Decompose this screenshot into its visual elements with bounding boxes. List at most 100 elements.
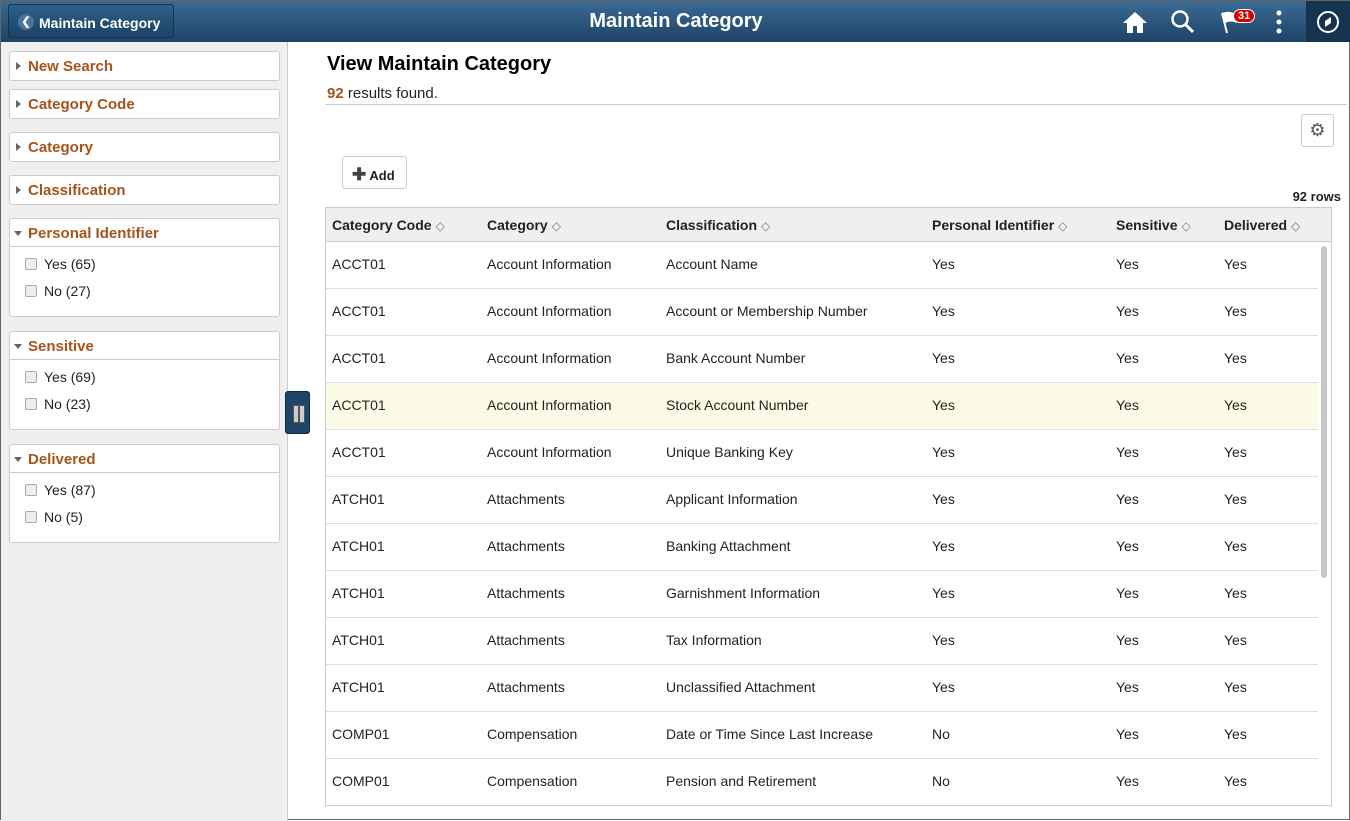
table-cell: Attachments	[487, 679, 565, 695]
navbar-button[interactable]	[1306, 1, 1350, 42]
group-label: Category	[28, 139, 94, 156]
column-header[interactable]: Personal Identifier ◇	[932, 217, 1067, 233]
facet-header[interactable]: Sensitive	[10, 332, 279, 360]
table-cell: No	[932, 726, 950, 742]
column-header[interactable]: Classification ◇	[666, 217, 770, 233]
facet-option-no[interactable]: No (5)	[10, 500, 279, 527]
sort-icon[interactable]: ◇	[1291, 219, 1301, 233]
filter-new-search[interactable]: New Search	[9, 51, 280, 81]
table-cell: Bank Account Number	[666, 350, 806, 366]
table-row[interactable]: ATCH01 Attachments Tax Information Yes Yes Ye…	[326, 618, 1318, 665]
facet-personal-identifier: Personal Identifier Yes (65) No (27)	[9, 218, 280, 317]
filter-classification[interactable]: Classification	[9, 175, 280, 205]
filter-category-code[interactable]: Category Code	[9, 89, 280, 119]
vertical-scrollbar[interactable]	[1321, 246, 1327, 578]
facet-option-no[interactable]: No (27)	[10, 274, 279, 301]
back-button[interactable]: ❮ Maintain Category	[8, 4, 174, 38]
table-cell: Yes	[1224, 585, 1247, 601]
table-row[interactable]: ACCT01 Account Information Bank Account Nu…	[326, 336, 1318, 383]
table-cell: Yes	[1224, 538, 1247, 554]
checkbox[interactable]	[25, 371, 37, 383]
column-header[interactable]: Category ◇	[487, 217, 561, 233]
table-row[interactable]: ATCH01 Attachments Applicant Information Ye…	[326, 477, 1318, 524]
home-icon[interactable]	[1121, 7, 1149, 37]
divider	[325, 104, 1347, 105]
plus-icon: ✚	[352, 165, 367, 184]
table-cell: Yes	[1116, 397, 1139, 413]
facet-label: Delivered	[28, 451, 96, 468]
compass-icon	[1325, 17, 1331, 27]
sort-icon[interactable]: ◇	[551, 219, 561, 233]
settings-gear-button[interactable]: ⚙	[1301, 114, 1334, 147]
sidebar-collapse-handle[interactable]	[285, 391, 310, 434]
facet-header[interactable]: Personal Identifier	[10, 219, 279, 247]
group-label: New Search	[28, 58, 114, 75]
facet-header[interactable]: Delivered	[10, 445, 279, 473]
checkbox[interactable]	[25, 398, 37, 410]
caret-right-icon	[16, 62, 21, 70]
column-header[interactable]: Delivered ◇	[1224, 217, 1300, 233]
add-button[interactable]: ✚ Add	[342, 156, 407, 189]
table-row[interactable]: ACCT01 Account Information Account or Memb…	[326, 289, 1318, 336]
facet-option-yes[interactable]: Yes (87)	[10, 473, 279, 500]
table-cell: ATCH01	[332, 491, 385, 507]
table-cell: Yes	[1116, 491, 1139, 507]
sort-icon[interactable]: ◇	[1181, 219, 1191, 233]
table-row[interactable]: ATCH01 Attachments Banking Attachment Yes Ye…	[326, 524, 1318, 571]
table-cell: Stock Account Number	[666, 397, 809, 413]
checkbox[interactable]	[25, 285, 37, 297]
table-cell: Yes	[1224, 397, 1247, 413]
table-cell: Yes	[1116, 679, 1139, 695]
back-label: Maintain Category	[39, 15, 161, 31]
table-cell: Yes	[1116, 585, 1139, 601]
sort-icon[interactable]: ◇	[1058, 219, 1068, 233]
column-label: Category	[487, 217, 548, 233]
table-cell: Yes	[932, 679, 955, 695]
table-row[interactable]: ACCT01 Account Information Unique Banking …	[326, 430, 1318, 477]
caret-down-icon	[14, 344, 22, 349]
more-options-icon[interactable]	[1269, 7, 1289, 37]
table-row[interactable]: ATCH01 Attachments Garnishment Information…	[326, 571, 1318, 618]
checkbox[interactable]	[25, 484, 37, 496]
table-cell: COMP01	[332, 773, 390, 789]
sort-icon[interactable]: ◇	[761, 219, 771, 233]
option-label: Yes (65)	[44, 256, 96, 272]
facet-option-yes[interactable]: Yes (69)	[10, 360, 279, 387]
table-row[interactable]: COMP01 Compensation Pension and Retirement…	[326, 759, 1318, 805]
table-cell: Banking Attachment	[666, 538, 791, 554]
table-cell: ACCT01	[332, 444, 386, 460]
column-label: Classification	[666, 217, 758, 233]
table-cell: Garnishment Information	[666, 585, 821, 601]
table-cell: Compensation	[487, 773, 578, 789]
checkbox[interactable]	[25, 511, 37, 523]
table-cell: COMP01	[332, 726, 390, 742]
table-cell: ACCT01	[332, 303, 386, 319]
search-icon[interactable]	[1169, 7, 1197, 37]
header-bar: ❮ Maintain Category Maintain Category 31	[1, 1, 1350, 42]
filter-category[interactable]: Category	[9, 132, 280, 162]
column-label: Personal Identifier	[932, 217, 1055, 233]
facet-option-no[interactable]: No (23)	[10, 387, 279, 414]
facet-option-yes[interactable]: Yes (65)	[10, 247, 279, 274]
table-cell: ATCH01	[332, 585, 385, 601]
table-row[interactable]: ATCH01 Attachments Unclassified Attachment…	[326, 665, 1318, 712]
table-cell: Yes	[1116, 444, 1139, 460]
table-cell: Yes	[1224, 632, 1247, 648]
table-cell: Account Information	[487, 397, 612, 413]
caret-right-icon	[16, 100, 21, 108]
column-header[interactable]: Category Code ◇	[332, 217, 445, 233]
facet-sensitive: Sensitive Yes (69) No (23)	[9, 331, 280, 430]
table-cell: Yes	[1116, 350, 1139, 366]
checkbox[interactable]	[25, 258, 37, 270]
result-number: 92	[327, 85, 344, 102]
table-cell: Yes	[932, 491, 955, 507]
column-header[interactable]: Sensitive ◇	[1116, 217, 1191, 233]
table-cell: Yes	[1224, 256, 1247, 272]
table-cell: Yes	[1224, 303, 1247, 319]
sort-icon[interactable]: ◇	[435, 219, 445, 233]
table-cell: Yes	[1224, 350, 1247, 366]
table-cell: ACCT01	[332, 350, 386, 366]
table-row[interactable]: ACCT01 Account Information Stock Account N…	[326, 383, 1318, 430]
table-row[interactable]: COMP01 Compensation Date or Time Since Las…	[326, 712, 1318, 759]
table-row[interactable]: ACCT01 Account Information Account Name Yes…	[326, 242, 1318, 289]
